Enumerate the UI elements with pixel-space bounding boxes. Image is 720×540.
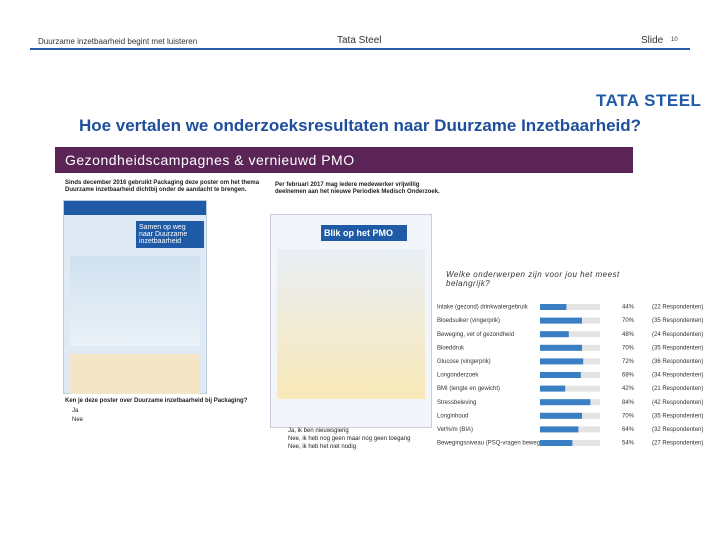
poll-respondents: (42 Respondenten) [652, 400, 703, 406]
poll-label: Longonderzoek [437, 373, 479, 379]
pmo-image: Blik op het PMO [270, 214, 432, 428]
poll-value: 68% [622, 373, 635, 379]
poster-caption: Sinds december 2016 gebruikt Packaging d… [65, 180, 260, 193]
logo: TATA STEEL [596, 91, 702, 110]
poll-bar [540, 304, 567, 310]
poll-respondents: (32 Respondenten) [652, 427, 703, 433]
poster-bar [64, 201, 206, 215]
poll-label: Stressbeleving [437, 400, 476, 406]
poll-respondents: (27 Respondenten) [652, 441, 703, 447]
section-band: Gezondheidscampagnes & vernieuwd PMO [55, 147, 633, 173]
poll-bar [540, 440, 573, 446]
header-left: Duurzame inzetbaarheid begint met luiste… [38, 37, 198, 46]
poll-label: Glucose (vingerprik) [437, 359, 491, 365]
poll-bar [540, 317, 582, 324]
poll-value: 42% [622, 386, 635, 392]
poll-label: Longinhoud [437, 413, 468, 419]
poll-respondents: (35 Respondenten) [652, 318, 703, 324]
title: Hoe vertalen we onderzoeksresultaten naa… [78, 116, 642, 135]
poll-value: 44% [622, 305, 635, 311]
poster-image: Samen op weg naar Duurzame inzetbaarheid [63, 200, 207, 394]
pmo-caption: Per februari 2017 mag iedere medewerker … [275, 182, 440, 195]
poll-bar [540, 385, 566, 392]
poster-option: Nee [72, 417, 84, 423]
poll-value: 70% [622, 318, 635, 324]
poll-respondents: (35 Respondenten) [652, 413, 703, 419]
pmo-heading: Blik op het PMO [321, 225, 407, 241]
poll-bar [540, 399, 591, 406]
poll-label: Beweging, vet of gezondheid [437, 332, 514, 338]
poll-value: 70% [622, 345, 635, 351]
poster-heading: Samen op weg naar Duurzame inzetbaarheid [136, 221, 204, 248]
header-center: Tata Steel [337, 35, 382, 46]
poll-value: 72% [622, 359, 635, 365]
poll-label: Intake (gezond) drinkwatergebruik [437, 305, 529, 311]
slide-number: 10 [671, 37, 678, 43]
poll-value: 48% [622, 332, 635, 338]
pmo-option: Nee, ik heb nog geen maar nog geen toega… [288, 436, 411, 442]
poster-footer [70, 354, 200, 394]
pmo-option: Nee, ik heb het niet nodig [288, 444, 357, 450]
poll-value: 70% [622, 413, 635, 419]
poll-label: Bloedsuiker (vingerprik) [437, 318, 500, 324]
poll-respondents: (21 Respondenten) [652, 386, 703, 392]
poll-value: 54% [622, 441, 635, 447]
poll-label: Bloeddruk [437, 345, 465, 351]
poll-respondents: (22 Respondenten) [652, 305, 703, 311]
poster-option: Ja [72, 408, 79, 414]
pmo-content [277, 249, 425, 399]
poll-bar [540, 358, 584, 365]
poll-value: 84% [622, 400, 635, 406]
poll-track [540, 385, 600, 392]
poll-respondents: (36 Respondenten) [652, 359, 703, 365]
poll-bar [540, 372, 581, 378]
poll-question: Welke onderwerpen zijn voor jou het mees… [446, 270, 620, 288]
header-rule [30, 48, 690, 50]
poll-track [540, 331, 600, 338]
poster-content [70, 256, 200, 346]
poll-bar [540, 344, 582, 351]
poll-track [540, 304, 600, 310]
poll-value: 64% [622, 427, 635, 433]
poster-question: Ken je deze poster over Duurzame inzetba… [65, 398, 248, 404]
pmo-option: Ja, ik ben nieuwsgierig [288, 428, 349, 434]
poll-bar [540, 412, 582, 419]
poll-label: Bewegingsniveau (PSQ-vragen bewegingsnor… [437, 441, 567, 447]
poll-respondents: (24 Respondenten) [652, 332, 703, 338]
poll-label: BMI (lengte en gewicht) [437, 386, 500, 392]
header-right: Slide [641, 35, 664, 46]
poll-respondents: (34 Respondenten) [652, 373, 703, 379]
poll-bar [540, 331, 569, 338]
poll-label: Vet%/m (BIA) [437, 427, 473, 433]
poll-bar [540, 426, 579, 433]
poll-respondents: (35 Respondenten) [652, 345, 703, 351]
